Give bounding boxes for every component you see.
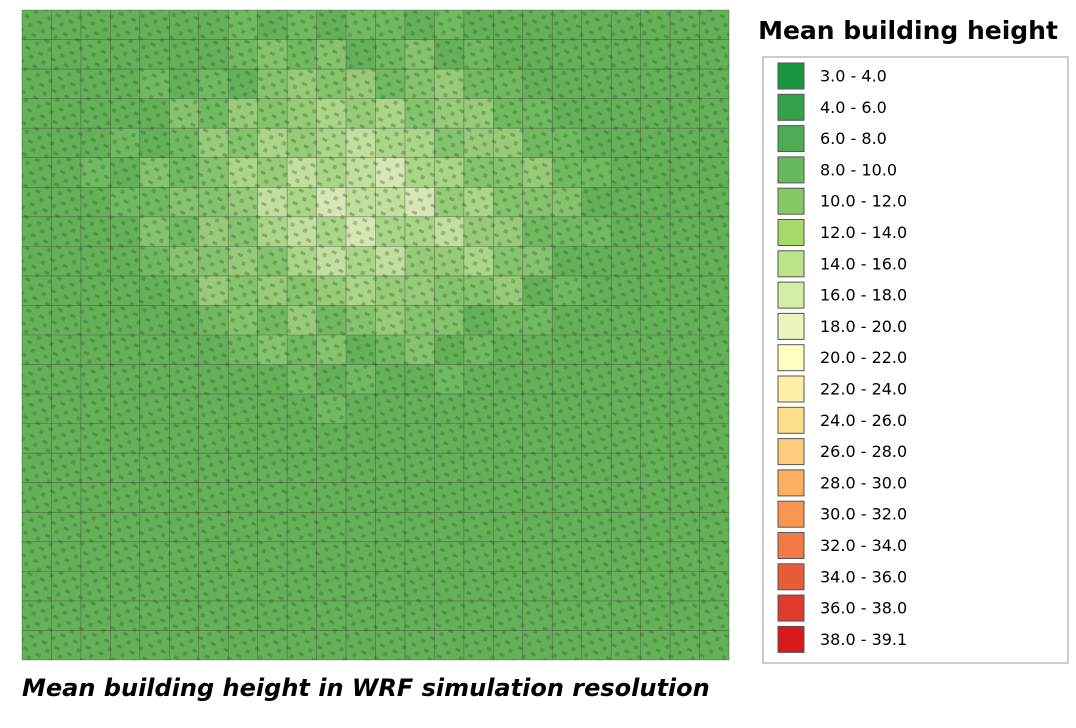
legend-swatch <box>777 156 805 184</box>
legend-label: 16.0 - 18.0 <box>820 286 907 305</box>
legend-label: 24.0 - 26.0 <box>820 411 907 430</box>
legend-label: 26.0 - 28.0 <box>820 442 907 461</box>
legend-swatch <box>777 344 805 372</box>
legend-swatch <box>777 250 805 278</box>
legend-swatch <box>777 594 805 622</box>
legend-label: 10.0 - 12.0 <box>820 192 907 211</box>
legend-label: 36.0 - 38.0 <box>820 599 907 618</box>
legend-swatch <box>777 281 805 309</box>
legend-swatch <box>777 125 805 153</box>
legend-swatch <box>777 375 805 403</box>
legend-label: 22.0 - 24.0 <box>820 380 907 399</box>
legend-swatch <box>777 219 805 246</box>
map-grid <box>21 9 730 661</box>
legend-label: 18.0 - 20.0 <box>820 317 907 336</box>
legend-swatch <box>777 532 805 559</box>
legend-label: 28.0 - 30.0 <box>820 473 907 492</box>
legend: 3.0 - 4.0 4.0 - 6.0 6.0 - 8.0 8.0 - 10.0 10.… <box>777 62 907 653</box>
legend-label: 6.0 - 8.0 <box>820 129 887 148</box>
legend-label: 4.0 - 6.0 <box>820 98 887 117</box>
legend-label: 38.0 - 39.1 <box>820 630 907 649</box>
legend-swatch <box>777 187 805 215</box>
legend-swatch <box>777 406 805 434</box>
legend-swatch <box>777 469 805 497</box>
legend-label: 20.0 - 22.0 <box>820 348 907 367</box>
legend-swatch <box>777 563 805 591</box>
legend-label: 14.0 - 16.0 <box>820 254 907 273</box>
legend-swatch <box>777 500 805 528</box>
legend-label: 34.0 - 36.0 <box>820 567 907 586</box>
legend-label: 32.0 - 34.0 <box>820 536 907 555</box>
legend-title: Mean building height <box>758 16 1058 45</box>
legend-label: 8.0 - 10.0 <box>820 160 897 179</box>
legend-box <box>762 56 1069 664</box>
caption: Mean building height in WRF simulation r… <box>22 674 710 702</box>
legend-swatch <box>777 93 805 121</box>
legend-label: 3.0 - 4.0 <box>820 67 887 86</box>
legend-swatch <box>777 312 805 340</box>
legend-swatch <box>777 625 805 653</box>
legend-label: 30.0 - 32.0 <box>820 505 907 524</box>
legend-label: 12.0 - 14.0 <box>820 223 907 242</box>
legend-swatch <box>777 62 805 90</box>
legend-swatch <box>777 438 805 466</box>
